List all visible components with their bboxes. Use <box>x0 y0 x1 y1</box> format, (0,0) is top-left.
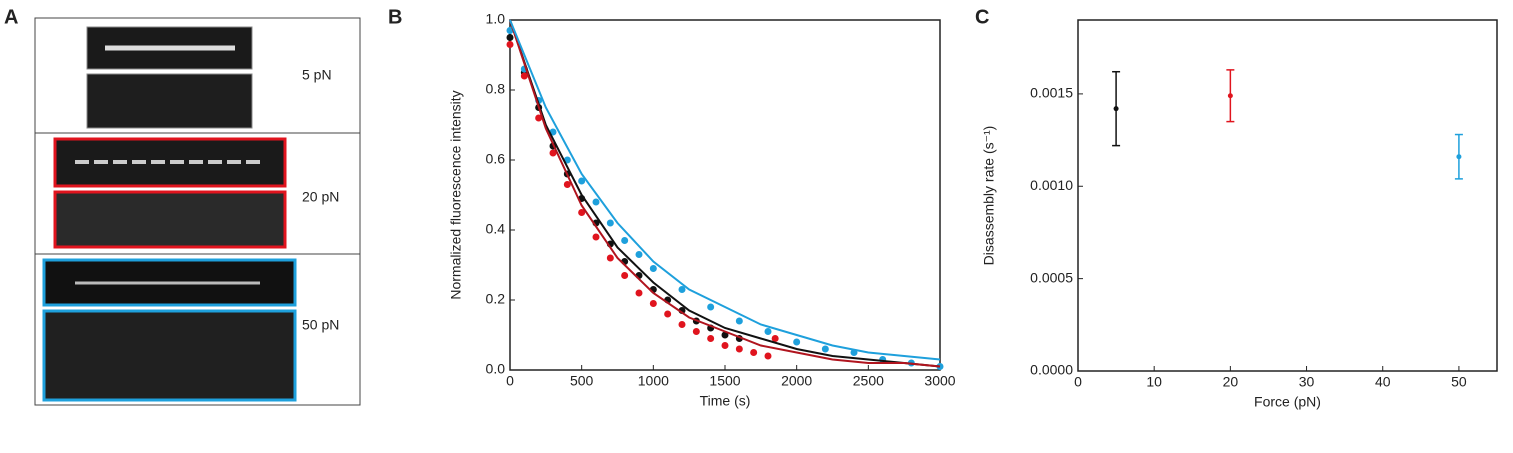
data-point <box>578 209 586 216</box>
y-tick-label: 0.0 <box>486 361 506 377</box>
data-point <box>678 286 686 293</box>
data-point <box>692 328 700 335</box>
data-point <box>707 303 715 311</box>
force-label: 5 pN <box>302 67 332 83</box>
data-point <box>506 41 514 48</box>
data-point <box>764 328 772 335</box>
x-tick-label: 500 <box>570 373 594 389</box>
data-point <box>678 321 686 328</box>
y-axis-label: Normalized fluorescence intensity <box>448 90 464 299</box>
kymograph <box>86 73 253 129</box>
x-tick-label: 2500 <box>853 373 884 389</box>
data-point <box>592 198 600 206</box>
fit-line <box>509 19 941 368</box>
panel-frame <box>34 17 361 406</box>
plot-frame <box>509 19 941 371</box>
x-tick-label: 50 <box>1451 374 1467 390</box>
data-point <box>1113 106 1119 112</box>
data-point <box>1456 154 1462 160</box>
data-point <box>721 342 729 349</box>
data-point <box>793 338 801 346</box>
data-point <box>621 237 629 244</box>
data-point <box>520 72 528 80</box>
y-tick-label: 0.0000 <box>1030 362 1073 378</box>
data-point <box>1227 93 1233 99</box>
x-tick-label: 10 <box>1146 374 1162 390</box>
data-point <box>506 34 514 41</box>
data-point <box>707 335 715 342</box>
data-point <box>750 349 758 356</box>
panel-label: C <box>975 6 989 28</box>
data-point <box>535 114 543 122</box>
y-tick-label: 0.8 <box>486 81 506 97</box>
data-point <box>506 27 514 34</box>
kymograph <box>42 309 297 402</box>
y-tick-label: 0.0015 <box>1030 85 1073 101</box>
panel-label: A <box>4 6 18 28</box>
y-tick-label: 1.0 <box>486 11 506 27</box>
force-label: 20 pN <box>302 189 339 205</box>
kymograph <box>53 190 287 249</box>
data-point <box>578 177 586 185</box>
data-point <box>635 251 643 258</box>
x-tick-label: 1500 <box>709 373 740 389</box>
y-tick-label: 0.0010 <box>1030 177 1073 193</box>
data-point <box>771 335 779 342</box>
data-point <box>606 254 614 262</box>
data-point <box>592 233 600 241</box>
x-tick-label: 40 <box>1375 374 1391 390</box>
x-tick-label: 3000 <box>924 373 955 389</box>
y-tick-label: 0.0005 <box>1030 269 1073 285</box>
panel-label: B <box>388 6 402 28</box>
plot-frame <box>1077 19 1498 372</box>
x-tick-label: 20 <box>1223 374 1239 390</box>
data-point <box>635 289 643 297</box>
y-tick-label: 0.6 <box>486 151 506 167</box>
data-point <box>649 265 657 272</box>
y-tick-label: 0.4 <box>486 221 506 237</box>
data-point <box>764 352 772 360</box>
data-point <box>563 181 571 188</box>
data-point <box>549 149 557 157</box>
fit-line <box>509 19 941 361</box>
x-axis-label: Time (s) <box>700 393 751 409</box>
data-point <box>621 272 629 279</box>
y-axis-label: Disassembly rate (s⁻¹) <box>981 126 997 266</box>
panel-a: A 5 pN 20 pN 50 pN <box>4 6 361 406</box>
force-label: 50 pN <box>302 317 339 333</box>
x-tick-label: 0 <box>506 373 514 389</box>
data-point <box>821 345 829 353</box>
data-point <box>735 317 743 325</box>
data-point <box>606 219 614 227</box>
data-point <box>649 300 657 307</box>
y-tick-label: 0.2 <box>486 291 506 307</box>
x-tick-label: 30 <box>1299 374 1315 390</box>
data-point <box>664 310 672 318</box>
x-tick-label: 1000 <box>638 373 669 389</box>
data-point <box>735 345 743 353</box>
x-axis-label: Force (pN) <box>1254 394 1321 410</box>
x-tick-label: 2000 <box>781 373 812 389</box>
x-tick-label: 0 <box>1074 374 1082 390</box>
fit-line <box>509 19 941 368</box>
